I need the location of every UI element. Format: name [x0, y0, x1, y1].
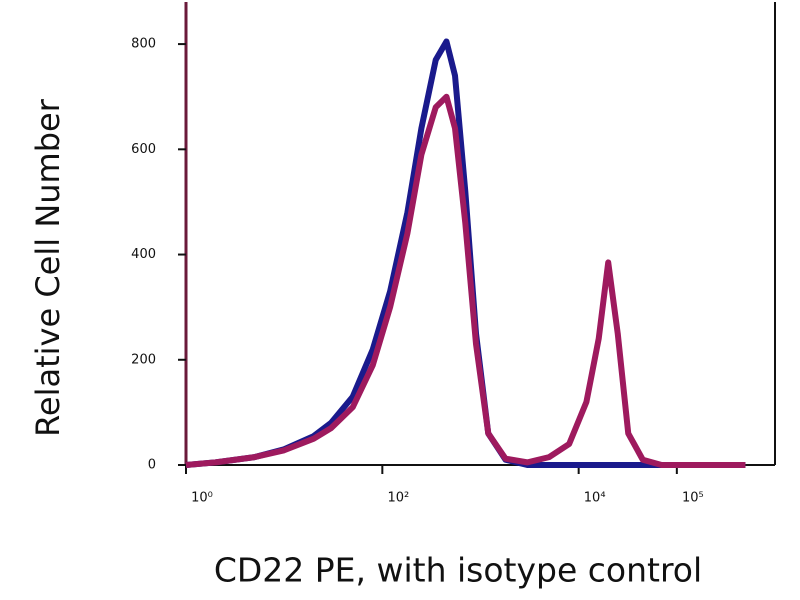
x-tick-label: 10⁴: [584, 491, 606, 506]
y-tick-label: 800: [131, 37, 156, 52]
series-line: [185, 93, 746, 468]
y-axis-label: Relative Cell Number: [29, 98, 67, 437]
y-tick-label: 200: [131, 352, 156, 367]
x-tick-label: 10⁵: [682, 491, 704, 506]
y-tick-label: 400: [131, 247, 156, 262]
x-axis-label: CD22 PE, with isotype control: [214, 551, 702, 590]
x-tick-label: 10²: [387, 491, 409, 506]
x-tick-label: 10⁰: [191, 491, 213, 506]
y-tick-label: 600: [131, 142, 156, 157]
y-tick-label: 0: [148, 458, 156, 473]
